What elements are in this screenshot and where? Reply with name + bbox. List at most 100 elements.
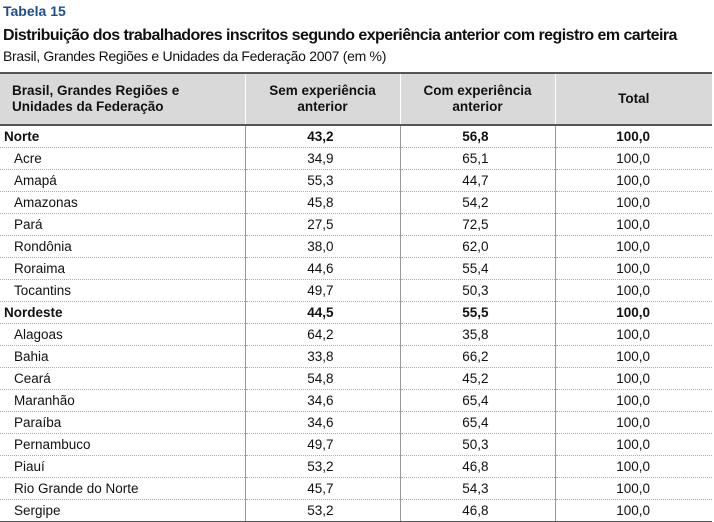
column-header: Sem experiência anterior [244, 73, 400, 125]
row-label: Acre [0, 147, 245, 170]
region-row: Norte 43,2 56,8 100,0 [0, 125, 712, 148]
cell-value: 27,5 [244, 213, 400, 236]
state-row: Paraíba 34,6 65,4 100,0 [0, 411, 712, 434]
column-header: Com experiência anterior [399, 73, 555, 125]
cell-value: 100,0 [554, 455, 712, 478]
column-header: Brasil, Grandes Regiões e Unidades da Fe… [0, 73, 245, 125]
row-label: Nordeste [0, 301, 245, 324]
cell-value: 55,3 [244, 169, 400, 192]
row-label: Bahia [0, 345, 245, 368]
state-row: Tocantins 49,7 50,3 100,0 [0, 279, 712, 302]
cell-value: 100,0 [554, 301, 712, 324]
row-label: Pernambuco [0, 433, 245, 456]
cell-value: 100,0 [554, 169, 712, 192]
cell-value: 100,0 [554, 279, 712, 302]
cell-value: 65,4 [399, 411, 555, 434]
cell-value: 56,8 [399, 125, 555, 148]
cell-value: 49,7 [244, 279, 400, 302]
cell-value: 62,0 [399, 235, 555, 258]
cell-value: 55,4 [399, 257, 555, 280]
table-title: Distribuição dos trabalhadores inscritos… [3, 27, 677, 44]
state-row: Rio Grande do Norte 45,7 54,3 100,0 [0, 477, 712, 500]
row-label: Rio Grande do Norte [0, 477, 245, 500]
state-row: Ceará 54,8 45,2 100,0 [0, 367, 712, 390]
row-label: Roraima [0, 257, 245, 280]
cell-value: 43,2 [244, 125, 400, 148]
cell-value: 72,5 [399, 213, 555, 236]
cell-value: 34,6 [244, 389, 400, 412]
cell-value: 100,0 [554, 433, 712, 456]
cell-value: 100,0 [554, 147, 712, 170]
state-row: Maranhão 34,6 65,4 100,0 [0, 389, 712, 412]
cell-value: 100,0 [554, 323, 712, 346]
row-label: Amazonas [0, 191, 245, 214]
cell-value: 100,0 [554, 257, 712, 280]
cell-value: 54,3 [399, 477, 555, 500]
cell-value: 34,6 [244, 411, 400, 434]
cell-value: 44,6 [244, 257, 400, 280]
cell-value: 46,8 [399, 499, 555, 522]
cell-value: 100,0 [554, 213, 712, 236]
cell-value: 35,8 [399, 323, 555, 346]
state-row: Pernambuco 49,7 50,3 100,0 [0, 433, 712, 456]
header-row: Brasil, Grandes Regiões e Unidades da Fe… [0, 73, 712, 125]
state-row: Amapá 55,3 44,7 100,0 [0, 169, 712, 192]
cell-value: 45,8 [244, 191, 400, 214]
cell-value: 100,0 [554, 389, 712, 412]
cell-value: 100,0 [554, 235, 712, 258]
cell-value: 38,0 [244, 235, 400, 258]
state-row: Roraima 44,6 55,4 100,0 [0, 257, 712, 280]
state-row: Pará 27,5 72,5 100,0 [0, 213, 712, 236]
cell-value: 54,8 [244, 367, 400, 390]
row-label: Sergipe [0, 499, 245, 522]
cell-value: 100,0 [554, 367, 712, 390]
table-label: Tabela 15 [3, 3, 66, 19]
cell-value: 65,1 [399, 147, 555, 170]
row-label: Alagoas [0, 323, 245, 346]
cell-value: 100,0 [554, 345, 712, 368]
cell-value: 66,2 [399, 345, 555, 368]
cell-value: 100,0 [554, 191, 712, 214]
row-label: Paraíba [0, 411, 245, 434]
cell-value: 44,7 [399, 169, 555, 192]
cell-value: 64,2 [244, 323, 400, 346]
cell-value: 46,8 [399, 455, 555, 478]
row-label: Norte [0, 125, 245, 148]
state-row: Sergipe 53,2 46,8 100,0 [0, 499, 712, 522]
cell-value: 50,3 [399, 433, 555, 456]
row-label: Ceará [0, 367, 245, 390]
row-label: Rondônia [0, 235, 245, 258]
data-table: Brasil, Grandes Regiões e Unidades da Fe… [0, 72, 712, 522]
table-body: Norte 43,2 56,8 100,0 Acre 34,9 65,1 100,0 Amapá… [0, 125, 712, 522]
cell-value: 100,0 [554, 411, 712, 434]
cell-value: 54,2 [399, 191, 555, 214]
row-label: Maranhão [0, 389, 245, 412]
cell-value: 100,0 [554, 499, 712, 522]
state-row: Rondônia 38,0 62,0 100,0 [0, 235, 712, 258]
cell-value: 65,4 [399, 389, 555, 412]
cell-value: 53,2 [244, 455, 400, 478]
cell-value: 100,0 [554, 477, 712, 500]
cell-value: 50,3 [399, 279, 555, 302]
cell-value: 33,8 [244, 345, 400, 368]
row-label: Amapá [0, 169, 245, 192]
cell-value: 49,7 [244, 433, 400, 456]
cell-value: 53,2 [244, 499, 400, 522]
cell-value: 34,9 [244, 147, 400, 170]
cell-value: 45,7 [244, 477, 400, 500]
state-row: Acre 34,9 65,1 100,0 [0, 147, 712, 170]
state-row: Piauí 53,2 46,8 100,0 [0, 455, 712, 478]
cell-value: 100,0 [554, 125, 712, 148]
cell-value: 55,5 [399, 301, 555, 324]
state-row: Amazonas 45,8 54,2 100,0 [0, 191, 712, 214]
state-row: Bahia 33,8 66,2 100,0 [0, 345, 712, 368]
row-label: Tocantins [0, 279, 245, 302]
column-header: Total [554, 73, 712, 125]
state-row: Alagoas 64,2 35,8 100,0 [0, 323, 712, 346]
row-label: Piauí [0, 455, 245, 478]
row-label: Pará [0, 213, 245, 236]
cell-value: 44,5 [244, 301, 400, 324]
cell-value: 45,2 [399, 367, 555, 390]
region-row: Nordeste 44,5 55,5 100,0 [0, 301, 712, 324]
